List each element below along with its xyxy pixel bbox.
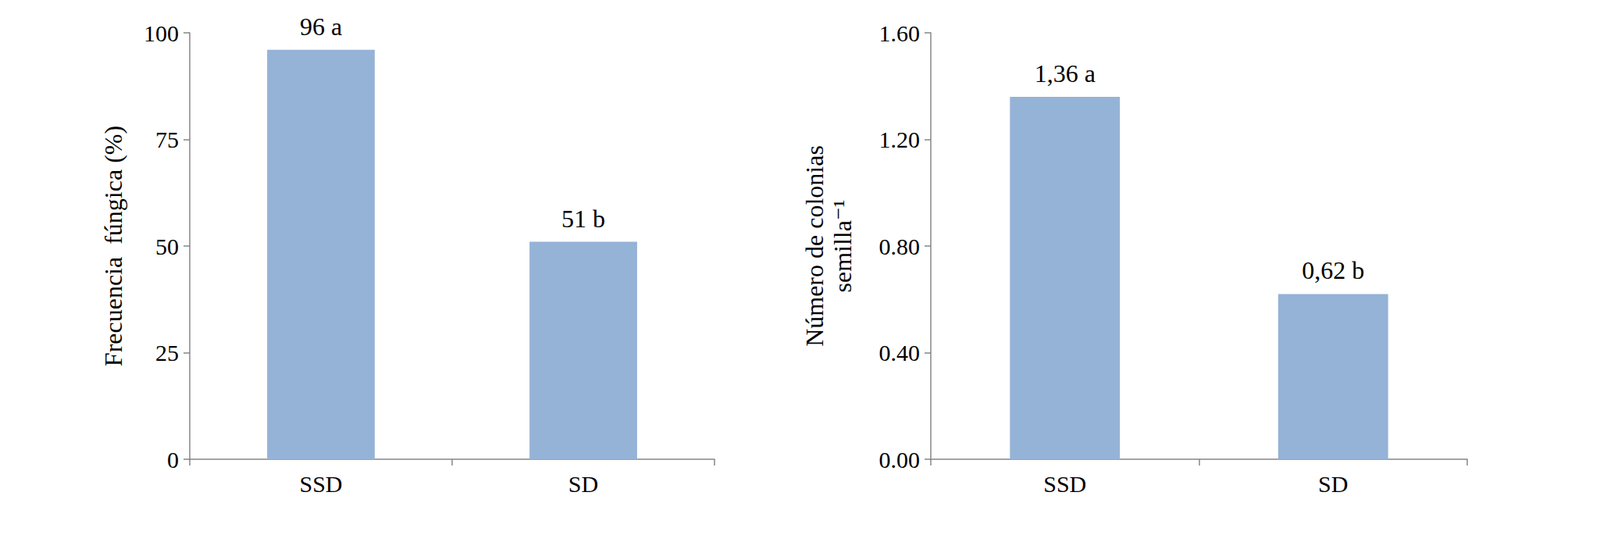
svg-text:Número de colonias: Número de colonias [800, 145, 829, 347]
svg-text:1,36 a: 1,36 a [1034, 59, 1096, 88]
svg-text:25: 25 [155, 339, 179, 366]
svg-text:0.40: 0.40 [879, 339, 921, 366]
svg-text:75: 75 [155, 126, 179, 153]
svg-text:Frecuencia fúngica (%): Frecuencia fúngica (%) [99, 125, 128, 367]
svg-text:96 a: 96 a [299, 12, 343, 41]
svg-text:SSD: SSD [299, 470, 343, 497]
svg-text:50: 50 [155, 233, 179, 260]
svg-text:0.80: 0.80 [879, 233, 921, 260]
svg-text:0.00: 0.00 [879, 446, 921, 473]
svg-text:1.60: 1.60 [879, 20, 921, 47]
svg-text:semilla⁻¹: semilla⁻¹ [828, 199, 857, 293]
svg-text:SD: SD [1318, 470, 1348, 497]
svg-text:0,62 b: 0,62 b [1301, 256, 1365, 285]
svg-text:51 b: 51 b [561, 204, 606, 233]
svg-text:1.20: 1.20 [879, 126, 921, 153]
svg-text:SD: SD [568, 470, 599, 497]
svg-text:0: 0 [167, 446, 179, 473]
svg-text:SSD: SSD [1043, 470, 1087, 497]
svg-text:100: 100 [143, 20, 179, 47]
